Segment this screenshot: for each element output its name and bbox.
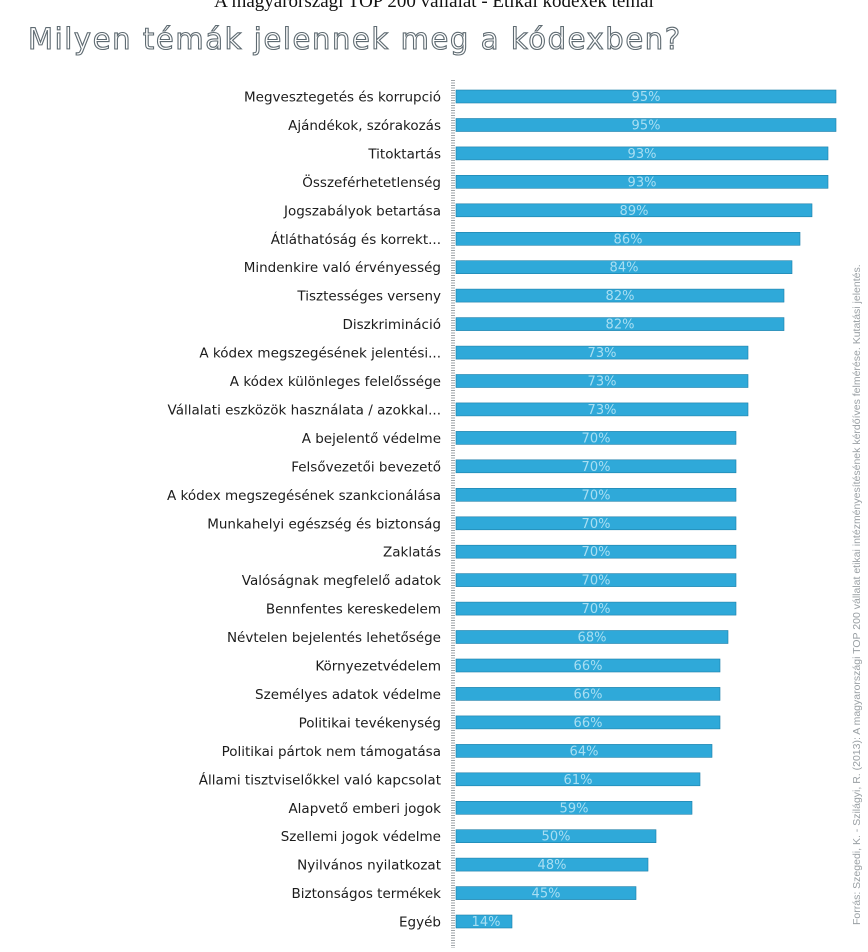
bar	[455, 772, 701, 787]
value-label: 95%	[632, 118, 661, 133]
value-label: 66%	[574, 716, 603, 731]
bar	[455, 118, 837, 132]
category-label: Politikai tevékenység	[299, 715, 441, 731]
category-label: Egyéb	[399, 915, 441, 931]
bar	[455, 89, 837, 104]
value-label: 95%	[632, 90, 661, 105]
category-label: Megvesztegetés és korrupció	[244, 90, 441, 106]
category-label: Valóságnak megfelelő adatok	[242, 573, 441, 589]
category-label: Felsővezetői bevezető	[291, 459, 441, 475]
category-label: A kódex megszegésének jelentési...	[199, 346, 441, 362]
bar	[455, 345, 749, 360]
bar	[455, 829, 657, 844]
category-label: Átláthatóság és korrekt...	[271, 231, 441, 248]
value-label: 70%	[582, 431, 611, 446]
value-label: 89%	[620, 204, 649, 219]
value-label: 66%	[574, 687, 603, 702]
category-label: Névtelen bejelentés lehetősége	[227, 630, 441, 646]
value-label: 86%	[614, 232, 643, 247]
value-label: 70%	[582, 460, 611, 475]
category-label: Ajándékok, szórakozás	[288, 118, 441, 134]
bar	[455, 601, 737, 616]
bar	[455, 175, 829, 189]
bar	[455, 573, 737, 587]
category-label: Tisztességes verseny	[296, 289, 441, 305]
category-label: Bennfentes kereskedelem	[266, 602, 441, 618]
chart-title: Milyen témák jelennek meg a kódexben?	[27, 21, 682, 56]
category-label: Vállalati eszközök használata / azokkal.…	[168, 402, 441, 418]
category-label: Diszkrimináció	[342, 317, 441, 333]
value-label: 82%	[606, 289, 635, 304]
category-label: Mindenkire való érvényesség	[244, 260, 441, 276]
bar	[455, 516, 737, 531]
value-label: 70%	[582, 488, 611, 503]
bar	[455, 288, 785, 303]
category-label: Nyilvános nyilatkozat	[297, 858, 441, 874]
bar	[455, 658, 721, 673]
bar	[455, 630, 729, 644]
bar	[455, 800, 693, 815]
category-label: Állami tisztviselőkkel való kapcsolat	[199, 771, 441, 788]
category-label: Környezetvédelem	[315, 659, 441, 675]
category-label: Összeférhetetlenség	[302, 173, 441, 191]
bar	[455, 146, 829, 161]
value-label: 45%	[532, 887, 561, 902]
chart-caption: A magyarországi TOP 200 vállalat - Etika…	[214, 0, 654, 12]
category-label: A kódex különleges felelőssége	[230, 374, 441, 390]
bar	[455, 260, 793, 275]
category-label: Személyes adatok védelme	[255, 687, 441, 703]
category-label: Politikai pártok nem támogatása	[222, 744, 441, 760]
bar	[455, 232, 801, 246]
bar	[455, 914, 513, 929]
bar	[455, 744, 713, 758]
value-label: 14%	[472, 915, 501, 930]
value-label: 59%	[560, 801, 589, 816]
value-label: 70%	[582, 602, 611, 617]
value-label: 73%	[588, 375, 617, 390]
bar	[455, 402, 749, 417]
value-label: 48%	[538, 858, 567, 873]
bars-group: Megvesztegetés és korrupció 95% Ajándékok,…	[167, 89, 837, 931]
bar	[455, 487, 737, 502]
value-label: 70%	[582, 574, 611, 589]
value-label: 50%	[542, 830, 571, 845]
bar	[455, 203, 813, 218]
value-label: 68%	[578, 631, 607, 646]
bar	[455, 317, 785, 331]
category-label: Titoktartás	[367, 146, 441, 162]
bar	[455, 459, 737, 474]
value-label: 73%	[588, 403, 617, 418]
value-label: 84%	[610, 261, 639, 276]
value-label: 73%	[588, 346, 617, 361]
category-label: A bejelentő védelme	[302, 431, 441, 447]
bar	[455, 886, 637, 900]
value-label: 70%	[582, 545, 611, 560]
category-label: A kódex megszegésének szankcionálása	[167, 488, 441, 504]
bar	[455, 715, 721, 730]
value-label: 61%	[564, 773, 593, 788]
value-label: 82%	[606, 318, 635, 333]
value-label: 70%	[582, 517, 611, 532]
value-label: 66%	[574, 659, 603, 674]
category-label: Zaklatás	[383, 545, 441, 561]
value-label: 93%	[628, 175, 657, 190]
bar	[455, 374, 749, 388]
bar	[455, 431, 737, 445]
bar	[455, 687, 721, 701]
category-label: Szellemi jogok védelme	[281, 829, 441, 845]
category-label: Alapvető emberi jogok	[288, 801, 441, 817]
category-label: Jogszabályok betartása	[283, 203, 441, 219]
bar	[455, 857, 649, 872]
category-label: Munkahelyi egészség és biztonság	[207, 516, 441, 532]
bar	[455, 544, 737, 559]
value-label: 93%	[628, 147, 657, 162]
category-label: Biztonságos termékek	[292, 886, 442, 902]
value-label: 64%	[570, 744, 599, 759]
